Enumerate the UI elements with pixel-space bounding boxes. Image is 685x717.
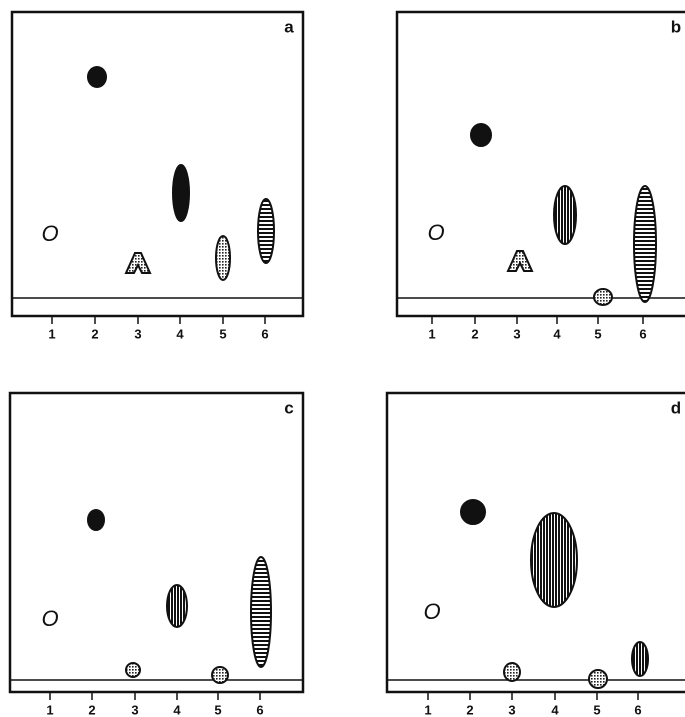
lane-label: 2 [466, 702, 473, 717]
lane-label: 6 [256, 702, 263, 717]
lane-label: 5 [214, 702, 221, 717]
spot [634, 186, 656, 302]
lane-label: 4 [553, 326, 561, 341]
lane-label: 3 [134, 326, 141, 341]
plate-frame [12, 12, 303, 316]
figure: a O 1 2 3 4 5 6 b O 1 2 3 4 5 6 c O 1 2 3 4 5 6 d O 1 2 3 4 5 6 [0, 0, 685, 717]
spot [461, 500, 485, 524]
spot [167, 585, 187, 627]
origin-label: O [41, 221, 58, 246]
panel-letter: b [671, 17, 681, 36]
page: {"panels": [ {"letter": "a", "origin": "… [0, 0, 685, 717]
lane-label: 3 [513, 326, 520, 341]
lane-label: 3 [131, 702, 138, 717]
lane-label: 1 [428, 326, 435, 341]
panel-letter: d [671, 398, 681, 417]
lane-label: 5 [593, 702, 600, 717]
lane-label: 2 [91, 326, 98, 341]
lane-label: 6 [634, 702, 641, 717]
panel-letter: a [284, 17, 294, 36]
spot [251, 557, 271, 667]
origin-label: O [427, 220, 444, 245]
origin-label: O [423, 599, 440, 624]
spot [88, 67, 106, 87]
spot [504, 663, 520, 681]
spot [173, 165, 189, 221]
spot [594, 289, 612, 305]
lane-label: 5 [219, 326, 226, 341]
spot [216, 236, 230, 280]
spot [531, 513, 577, 607]
lane-label: 4 [551, 702, 559, 717]
lane-label: 4 [173, 702, 181, 717]
lane-label: 2 [88, 702, 95, 717]
lane-label: 4 [176, 326, 184, 341]
lane-label: 6 [261, 326, 268, 341]
spot [632, 642, 648, 676]
spot [589, 670, 607, 688]
spot [126, 663, 140, 677]
lane-label: 3 [508, 702, 515, 717]
lane-label: 1 [46, 702, 53, 717]
spot [126, 253, 150, 273]
lane-label: 1 [424, 702, 431, 717]
panel-letter: c [284, 398, 293, 417]
spot [471, 124, 491, 146]
spot [554, 186, 576, 244]
lane-label: 6 [639, 326, 646, 341]
spot [212, 667, 228, 683]
lane-label: 5 [594, 326, 601, 341]
origin-label: O [41, 606, 58, 631]
lane-label: 1 [48, 326, 55, 341]
lane-label: 2 [471, 326, 478, 341]
spot [508, 251, 532, 271]
spot [258, 199, 274, 263]
spot [88, 510, 104, 530]
